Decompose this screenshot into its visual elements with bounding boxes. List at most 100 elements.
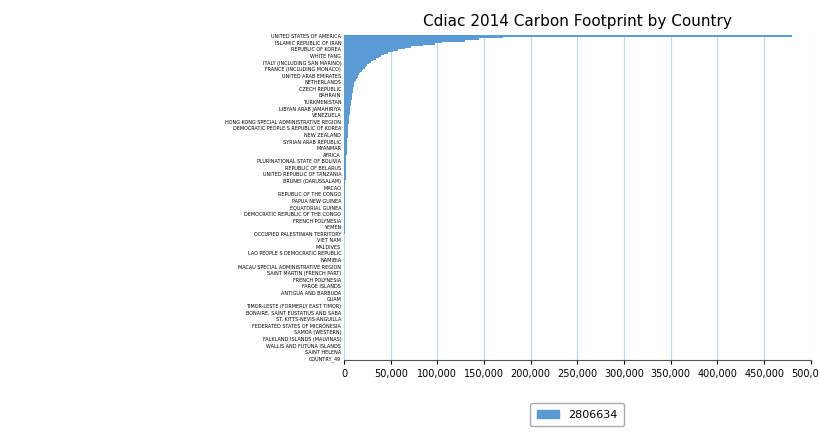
Bar	[344, 141, 347, 142]
Bar	[344, 203, 345, 204]
Bar	[344, 88, 353, 90]
Bar	[344, 55, 382, 56]
Bar	[344, 125, 349, 126]
Bar	[344, 207, 345, 209]
Bar	[344, 155, 346, 156]
Bar	[344, 186, 346, 187]
Bar	[344, 179, 346, 180]
Bar	[344, 171, 346, 173]
Bar	[344, 94, 352, 96]
Bar	[344, 53, 384, 55]
Bar	[344, 112, 350, 114]
Bar	[344, 120, 349, 122]
Bar	[344, 128, 348, 129]
Bar	[344, 184, 346, 186]
Bar	[344, 176, 346, 177]
Bar	[344, 165, 346, 167]
Bar	[344, 213, 345, 215]
Bar	[344, 212, 345, 213]
Bar	[344, 103, 351, 105]
Bar	[344, 130, 348, 132]
Bar	[344, 99, 351, 100]
Bar	[344, 85, 354, 87]
Bar	[344, 162, 346, 164]
Bar	[344, 105, 351, 106]
Bar	[344, 66, 366, 67]
Bar	[344, 81, 355, 82]
Bar	[344, 64, 367, 66]
Bar	[344, 84, 354, 85]
Bar	[344, 46, 411, 48]
Bar	[344, 102, 351, 103]
Bar	[344, 82, 355, 84]
Bar	[344, 40, 465, 42]
Bar	[344, 49, 398, 50]
Bar	[344, 90, 353, 91]
Bar	[344, 136, 347, 138]
Bar	[344, 206, 345, 207]
Bar	[344, 78, 356, 79]
Bar	[344, 142, 347, 144]
Bar	[344, 200, 345, 201]
Bar	[344, 209, 345, 210]
Bar	[344, 109, 350, 111]
Bar	[344, 158, 346, 159]
Bar	[344, 173, 346, 174]
Bar	[344, 97, 352, 99]
Bar	[344, 170, 346, 171]
Bar	[344, 56, 378, 58]
Bar	[344, 76, 358, 78]
Bar	[344, 114, 350, 115]
Bar	[344, 58, 376, 59]
Bar	[344, 126, 348, 128]
Bar	[344, 37, 503, 39]
Bar	[344, 144, 347, 145]
Bar	[344, 111, 350, 112]
Bar	[344, 195, 345, 197]
Bar	[344, 138, 347, 139]
Bar	[344, 139, 347, 141]
Bar	[344, 106, 351, 108]
Bar	[344, 79, 355, 81]
Bar	[344, 87, 354, 88]
Bar	[344, 67, 364, 69]
Bar	[344, 187, 346, 189]
Bar	[344, 133, 348, 135]
Bar	[344, 192, 345, 194]
Bar	[344, 177, 346, 179]
Bar	[344, 91, 353, 93]
Bar	[344, 50, 392, 52]
Bar	[344, 39, 479, 40]
Bar	[344, 159, 346, 161]
Bar	[344, 117, 349, 118]
Bar	[344, 108, 351, 109]
Bar	[344, 198, 345, 200]
Bar	[344, 73, 360, 75]
Bar	[344, 183, 346, 184]
Bar	[344, 156, 346, 158]
Bar	[344, 132, 348, 133]
Bar	[344, 204, 345, 206]
Bar	[344, 145, 347, 147]
Bar	[344, 180, 346, 182]
Bar	[344, 75, 359, 76]
Bar	[344, 36, 792, 37]
Bar	[344, 151, 346, 153]
Bar	[344, 43, 436, 45]
Bar	[344, 123, 349, 125]
Bar	[344, 59, 373, 61]
Bar	[344, 122, 349, 123]
Title: Cdiac 2014 Carbon Footprint by Country: Cdiac 2014 Carbon Footprint by Country	[423, 14, 732, 30]
Bar	[344, 93, 352, 94]
Bar	[344, 161, 346, 162]
Bar	[344, 201, 345, 203]
Bar	[344, 189, 346, 191]
Bar	[344, 147, 347, 148]
Bar	[344, 182, 346, 183]
Bar	[344, 42, 442, 43]
Bar	[344, 48, 405, 49]
Legend: 2806634: 2806634	[531, 403, 624, 426]
Bar	[344, 174, 346, 176]
Bar	[344, 69, 363, 70]
Bar	[344, 100, 351, 102]
